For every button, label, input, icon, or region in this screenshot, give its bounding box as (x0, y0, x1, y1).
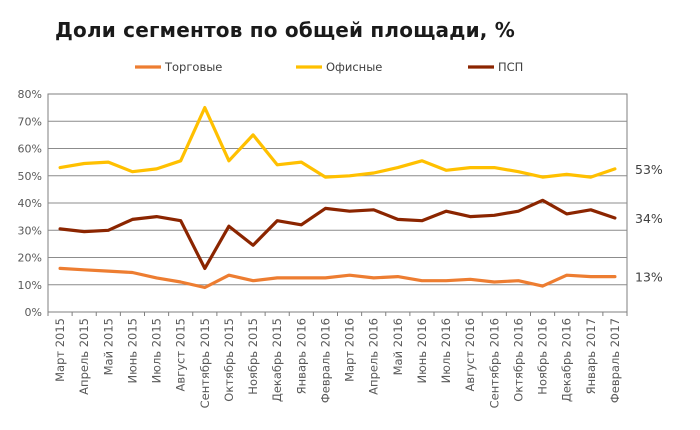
x-tick-label: Апрель 2016 (367, 318, 381, 395)
series-line-1 (58, 266, 617, 290)
x-tick-label: Июнь 2015 (125, 318, 139, 384)
x-tick-label: Март 2016 (343, 318, 357, 382)
series-line-2 (58, 105, 617, 179)
x-tick-label: Ноябрь 2015 (246, 318, 260, 395)
y-tick-label: 0% (25, 306, 42, 319)
x-tick-label: Январь 2016 (294, 318, 308, 394)
legend-entry: ПСП (498, 60, 523, 74)
y-tick-label: 40% (18, 197, 42, 210)
x-tick-label: Октябрь 2016 (511, 318, 525, 402)
chart-title: Доли сегментов по общей площади, % (55, 18, 515, 42)
legend-entry: Офисные (326, 60, 382, 74)
y-tick-label: 70% (18, 115, 42, 128)
end-value-label: 53% (635, 162, 663, 177)
x-tick-label: Июнь 2016 (415, 318, 429, 384)
x-tick-label: Сентябрь 2016 (487, 318, 501, 408)
y-tick-label: 30% (18, 224, 42, 237)
x-tick-label: Июль 2016 (439, 318, 453, 383)
x-tick-label: Декабрь 2016 (560, 318, 574, 402)
series-line-3 (58, 198, 617, 270)
y-tick-label: 10% (18, 279, 42, 292)
y-tick-label: 80% (18, 88, 42, 101)
x-tick-label: Ноябрь 2016 (536, 318, 550, 395)
x-tick-label: Июль 2015 (150, 318, 164, 383)
x-tick-label: Октябрь 2015 (222, 318, 236, 402)
end-value-label: 13% (635, 270, 663, 285)
x-tick-label: Март 2015 (53, 318, 67, 382)
y-tick-label: 60% (18, 143, 42, 156)
x-tick-label: Февраль 2017 (608, 318, 622, 403)
x-tick-label: Декабрь 2015 (270, 318, 284, 402)
x-tick-label: Февраль 2016 (318, 318, 332, 403)
x-tick-label: Сентябрь 2015 (198, 318, 212, 408)
x-tick-label: Апрель 2015 (77, 318, 91, 395)
x-tick-label: Январь 2017 (584, 318, 598, 394)
y-tick-label: 20% (18, 252, 42, 265)
x-tick-label: Май 2016 (391, 318, 405, 375)
legend-entry: Торговые (164, 60, 222, 74)
y-tick-label: 50% (18, 170, 42, 183)
x-tick-label: Август 2016 (463, 318, 477, 391)
x-tick-label: Август 2015 (174, 318, 188, 391)
x-tick-label: Май 2015 (101, 318, 115, 375)
end-value-label: 34% (635, 211, 663, 226)
